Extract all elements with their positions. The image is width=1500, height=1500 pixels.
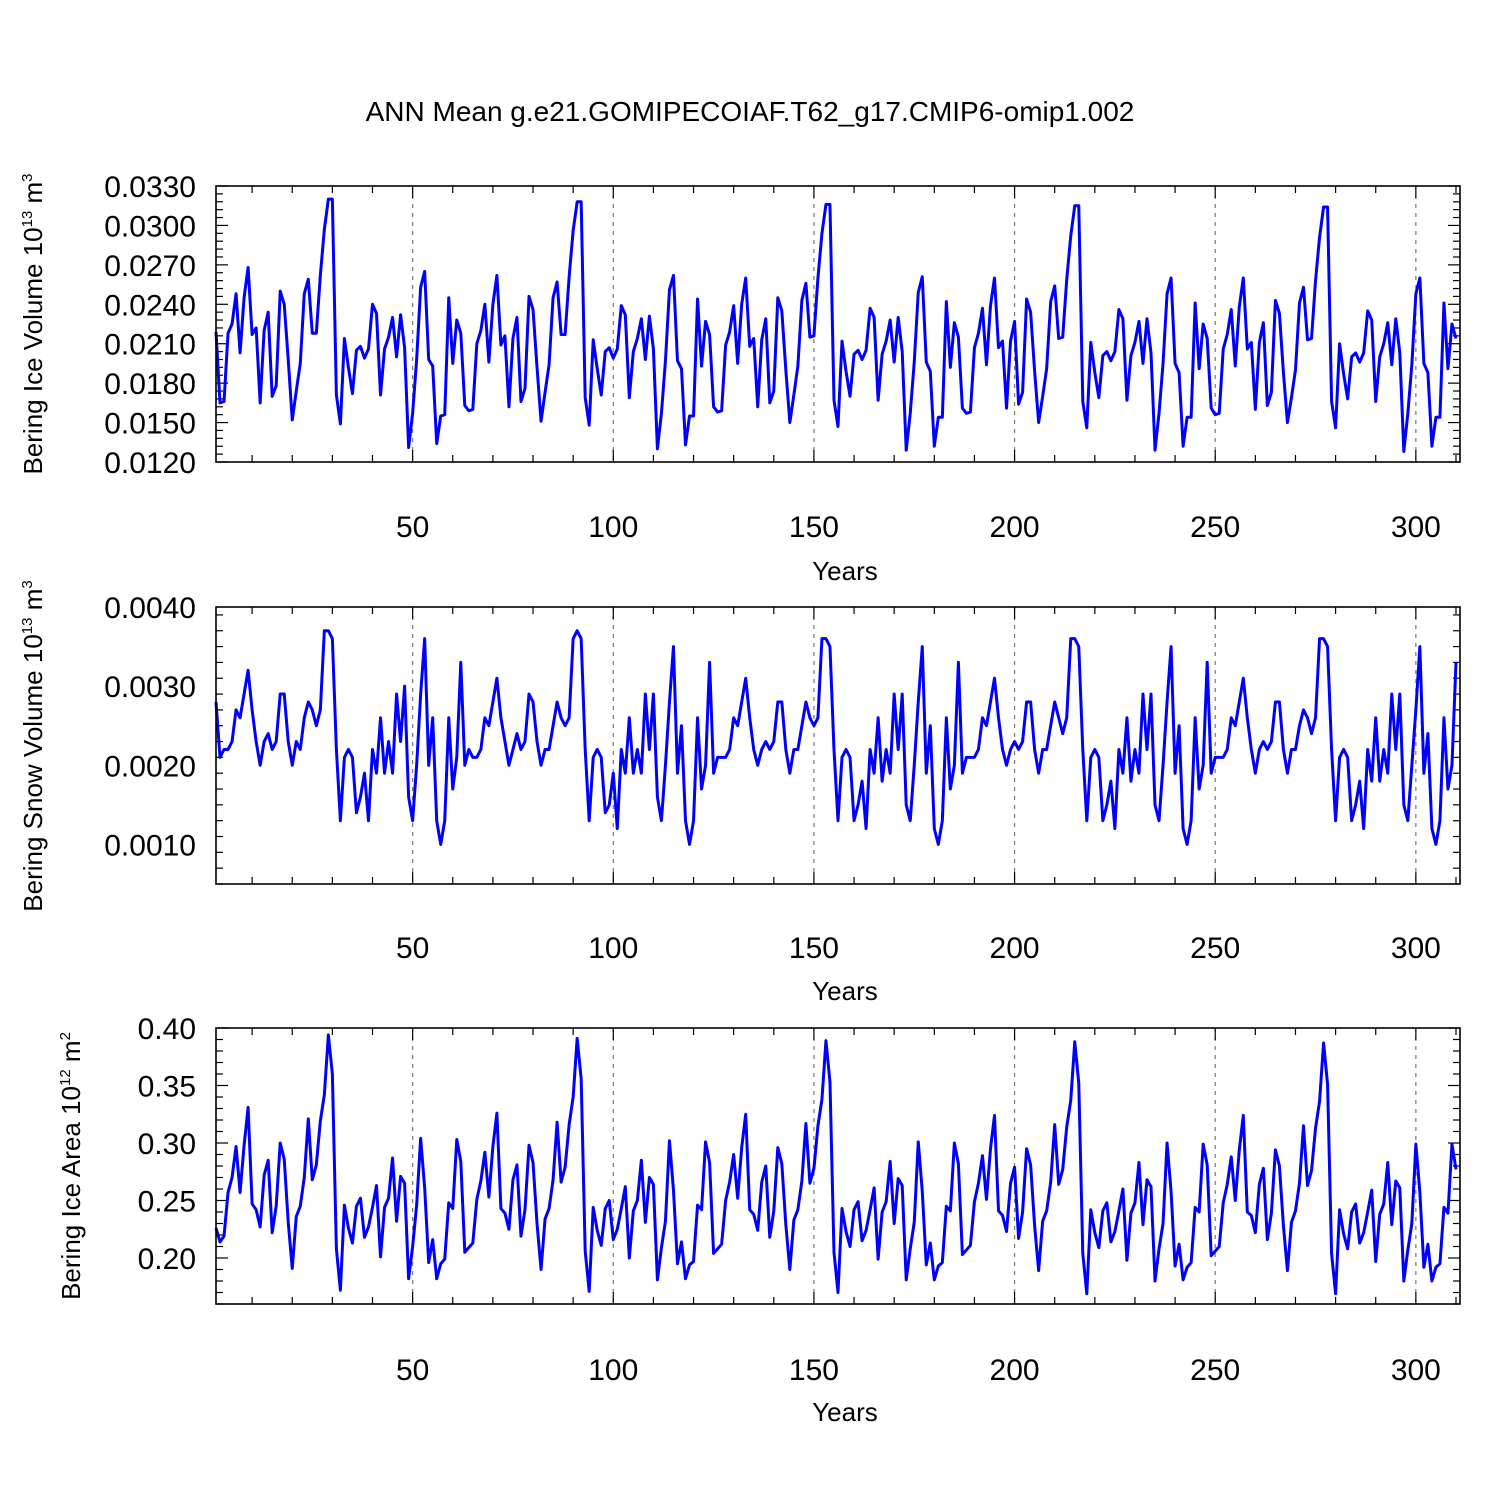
x-tick-label: 200	[990, 511, 1040, 544]
x-tick-label: 50	[396, 511, 429, 544]
plot-frame	[215, 606, 1461, 885]
y-tick-label: 0.0270	[104, 250, 196, 283]
y-tick-label: 0.0330	[104, 171, 196, 204]
x-tick-label: 100	[588, 511, 638, 544]
x-axis-label: Years	[812, 556, 878, 586]
x-tick-label: 50	[396, 932, 429, 965]
series-line-1	[214, 197, 1458, 453]
y-tick-label: 0.0040	[104, 592, 196, 625]
y-axis-label-unit-exponent: 3	[19, 173, 36, 181]
x-tick-label: 100	[588, 932, 638, 965]
x-tick-label: 100	[588, 1354, 638, 1387]
y-tick-label: 0.0300	[104, 210, 196, 243]
y-tick-label: 0.0240	[104, 289, 196, 322]
chart-title: ANN Mean g.e21.GOMIPECOIAF.T62_g17.CMIP6…	[366, 96, 1135, 127]
chart-panels: 0.0120 0.0150 0.0180 0.0210 0.0240 0.0270 0.03…	[18, 171, 1461, 1427]
y-tick-label: 0.0150	[104, 408, 196, 441]
x-tick-label: 300	[1391, 1354, 1441, 1387]
y-axis-label-main: Bering Ice Area 10	[56, 1086, 86, 1300]
y-axis-label-main: Bering Snow Volume 10	[18, 634, 48, 912]
y-tick-label: 0.0210	[104, 329, 196, 362]
plot-frame	[215, 185, 1461, 463]
y-axis-label-unit: m	[18, 182, 48, 211]
y-axis-label-exponent: 13	[19, 211, 36, 228]
y-axis-label-unit-exponent: 2	[57, 1032, 74, 1040]
x-tick-label: 200	[990, 932, 1040, 965]
y-axis-label: Bering Ice Volume 1013 m3	[18, 173, 48, 474]
panel-2: 0.0010 0.0020 0.0030 0.0040 50 100 150 200 250 30…	[18, 580, 1461, 1006]
y-axis-label-exponent: 12	[57, 1069, 74, 1086]
x-tick-label: 250	[1190, 511, 1240, 544]
y-tick-label: 0.25	[138, 1186, 196, 1219]
x-tick-label: 300	[1391, 511, 1441, 544]
y-axis-label-exponent: 13	[19, 618, 36, 635]
x-tick-label: 300	[1391, 932, 1441, 965]
x-axis-label: Years	[812, 976, 878, 1006]
x-tick-label: 250	[1190, 1354, 1240, 1387]
panel-1: 0.0120 0.0150 0.0180 0.0210 0.0240 0.0270 0.03…	[18, 171, 1461, 586]
y-tick-label: 0.35	[138, 1071, 196, 1104]
x-tick-label: 150	[789, 932, 839, 965]
y-tick-label: 0.40	[138, 1013, 196, 1046]
y-tick-label: 0.0020	[104, 750, 196, 783]
x-axis-label: Years	[812, 1397, 878, 1427]
x-tick-label: 50	[396, 1354, 429, 1387]
y-tick-label: 0.0120	[104, 447, 196, 480]
y-tick-label: 0.0030	[104, 671, 196, 704]
y-tick-label: 0.20	[138, 1243, 196, 1276]
x-tick-label: 250	[1190, 932, 1240, 965]
x-tick-label: 200	[990, 1354, 1040, 1387]
y-tick-label: 0.0180	[104, 368, 196, 401]
x-tick-label: 150	[789, 511, 839, 544]
y-axis-label-unit: m	[18, 589, 48, 618]
y-tick-label: 0.30	[138, 1128, 196, 1161]
series-line-1	[214, 1033, 1458, 1296]
plot-frame	[215, 1027, 1461, 1305]
y-axis-label-unit-exponent: 3	[19, 580, 36, 588]
y-axis-label-unit: m	[56, 1040, 86, 1069]
x-tick-label: 150	[789, 1354, 839, 1387]
y-axis-label: Bering Ice Area 1012 m2	[56, 1032, 86, 1300]
series-line-1	[214, 629, 1458, 846]
y-axis-label-main: Bering Ice Volume 10	[18, 227, 48, 474]
y-tick-label: 0.0010	[104, 829, 196, 862]
y-axis-label: Bering Snow Volume 1013 m3	[18, 580, 48, 911]
panel-3: 0.20 0.25 0.30 0.35 0.40 50 100 150 200 250 300 Yea…	[56, 1013, 1461, 1427]
